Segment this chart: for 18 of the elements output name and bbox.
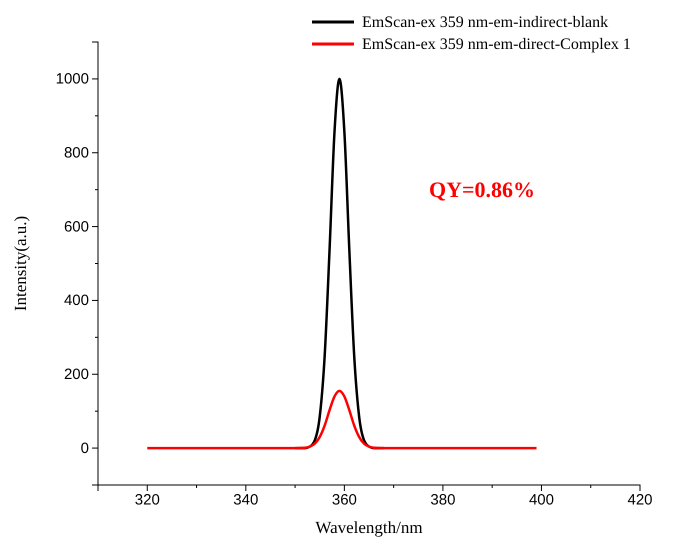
x-tick-label: 340 [233,492,258,509]
x-tick-label: 360 [332,492,357,509]
x-tick-label: 380 [430,492,456,509]
y-tick-label: 800 [64,144,89,162]
y-tick-label: 600 [64,218,89,236]
y-tick-label: 400 [64,292,89,310]
legend-label: EmScan-ex 359 nm-em-direct-Complex 1 [362,36,631,53]
x-tick-label: 420 [627,492,653,509]
y-axis-title: Intensity(a.u.) [11,216,30,312]
y-tick-label: 200 [64,366,89,384]
x-tick-label: 400 [528,492,554,509]
y-tick-label: 1000 [56,70,89,88]
x-axis-title: Wavelength/nm [315,518,423,537]
line-series [146,390,538,450]
x-tick-label: 320 [134,492,160,509]
y-tick-label: 0 [80,440,89,457]
legend-label: EmScan-ex 359 nm-em-indirect-blank [362,14,608,31]
annotation: QY=0.86% [428,177,536,202]
